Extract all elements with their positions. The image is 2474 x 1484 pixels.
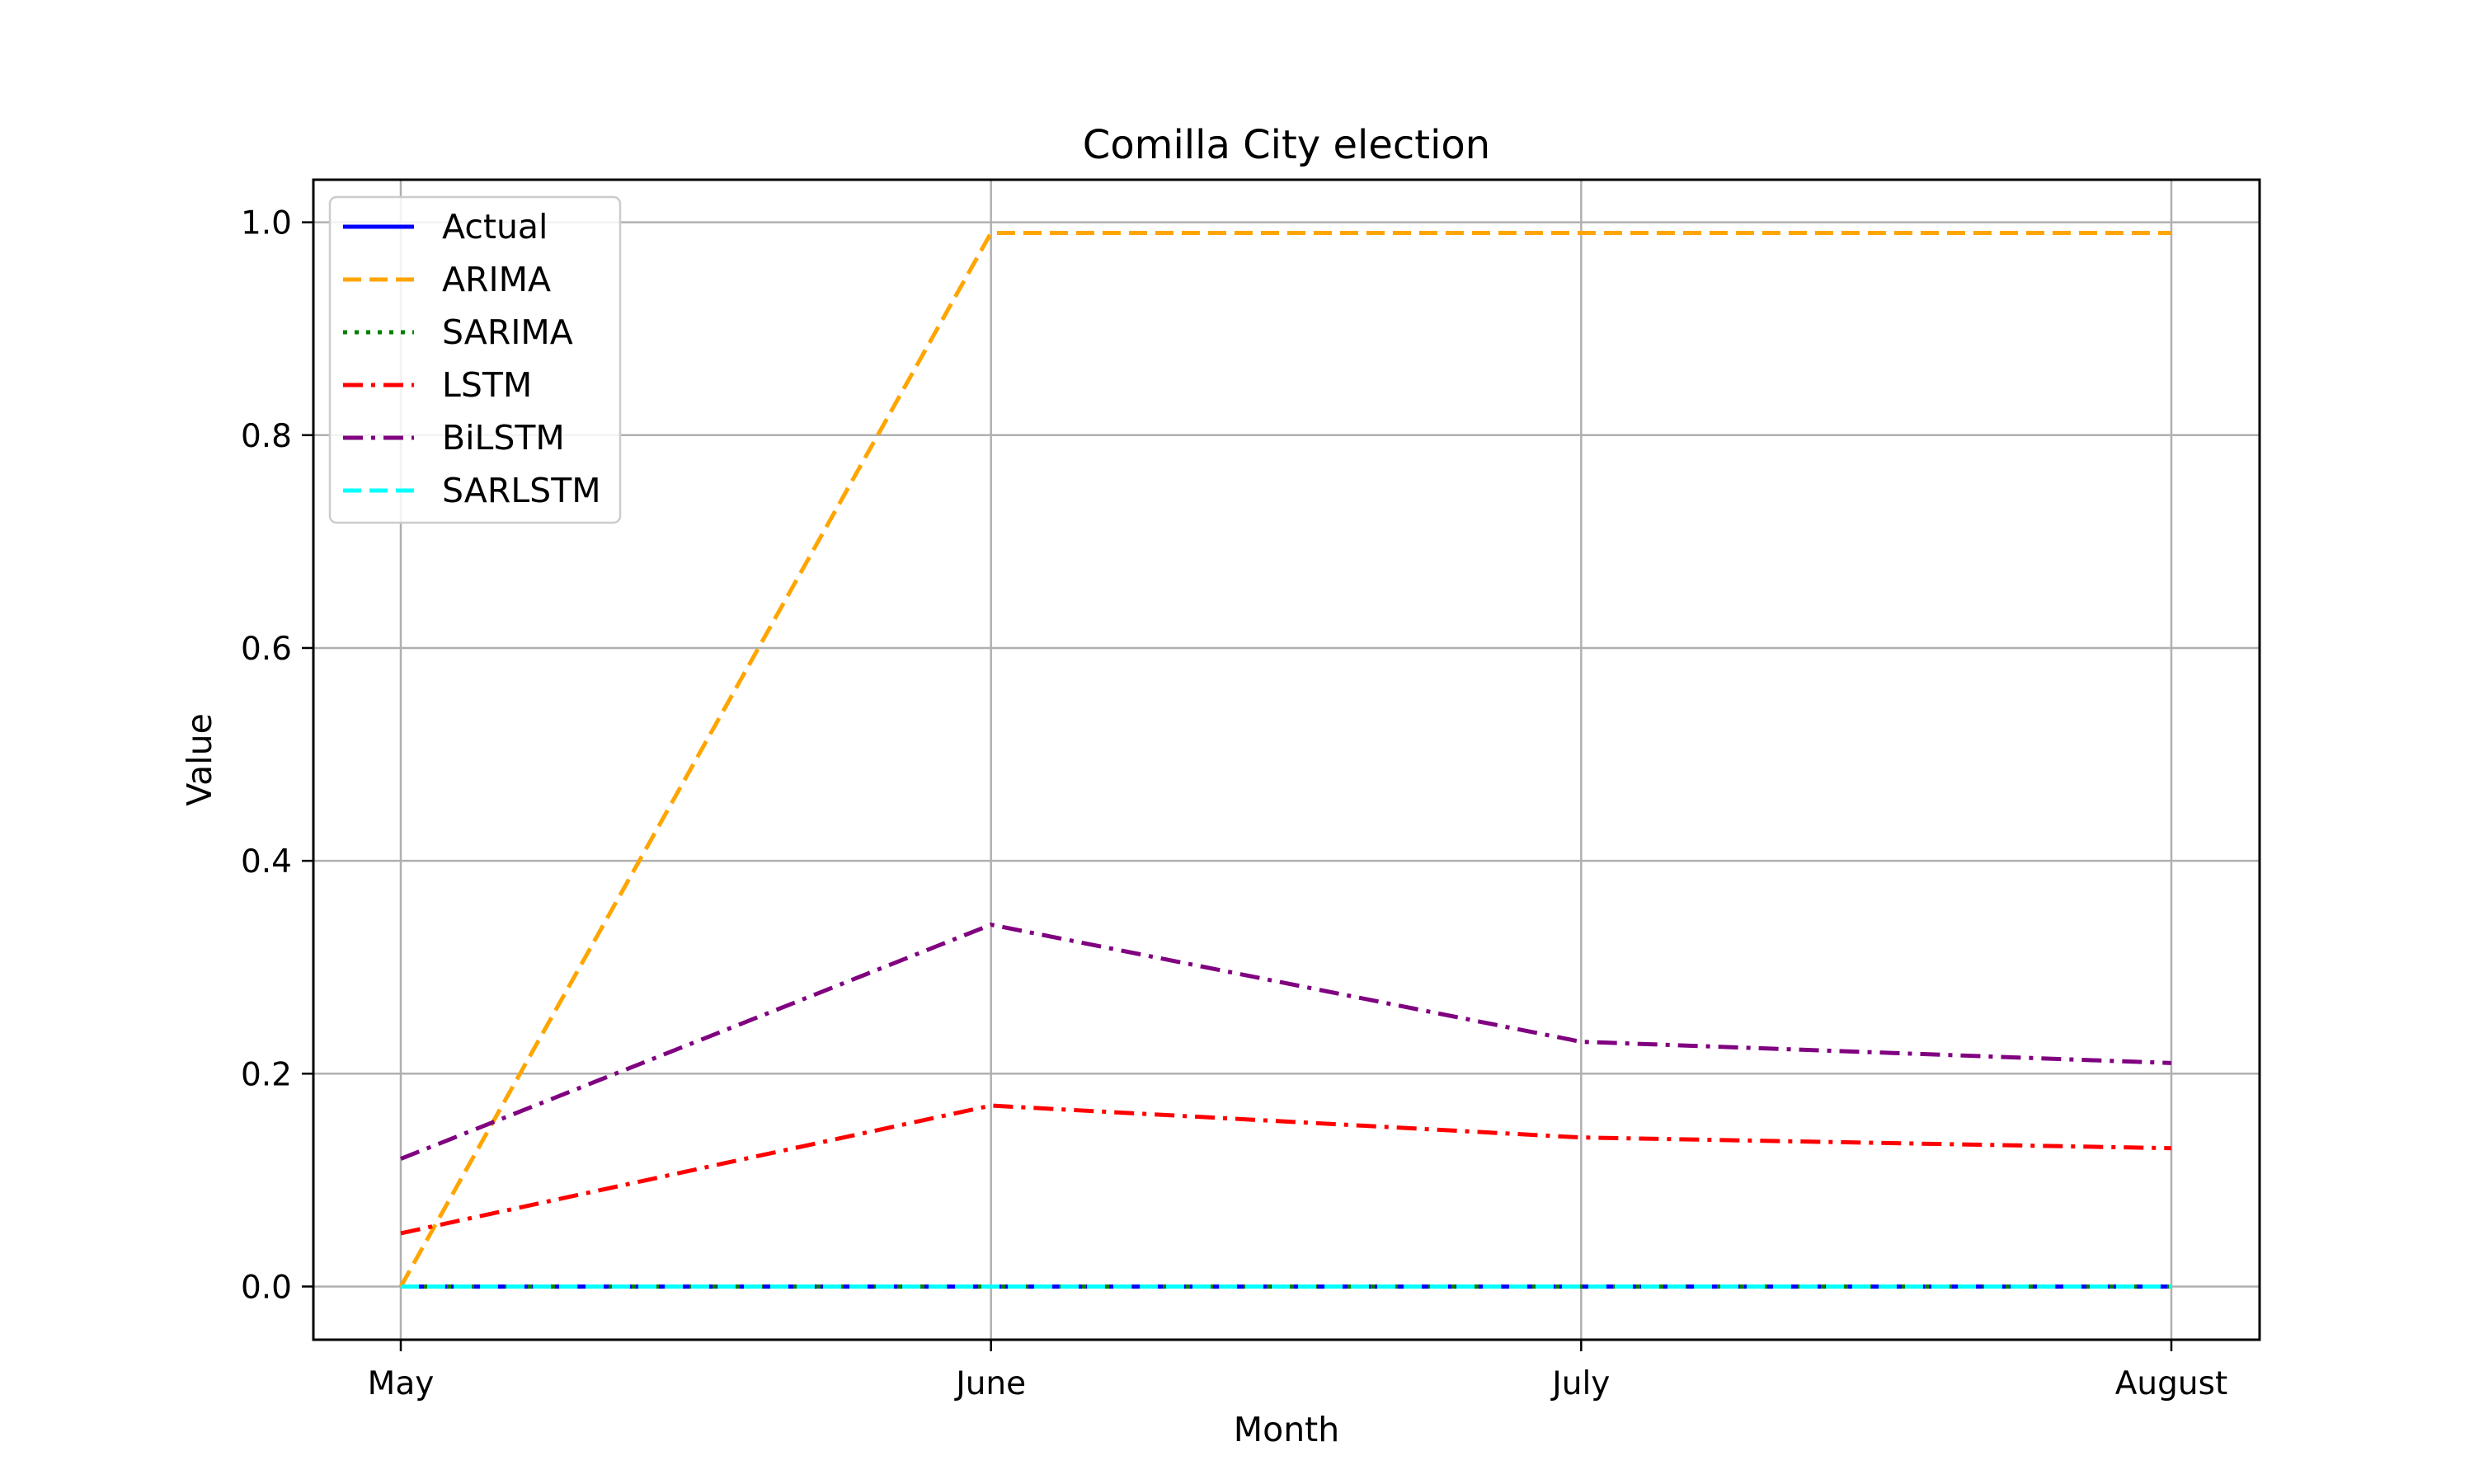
legend-label: BiLSTM [442, 418, 565, 458]
series-lines [398, 231, 2172, 1289]
x-axis-title: Month [1234, 1410, 1340, 1449]
series-line-arima [398, 231, 2171, 1288]
legend-label: ARIMA [442, 260, 551, 299]
legend-label: SARIMA [442, 312, 573, 352]
series-line-bilstm [400, 923, 2172, 1161]
x-tick-label: May [368, 1365, 435, 1402]
grid [313, 180, 2260, 1340]
legend-label: Actual [442, 207, 548, 247]
plot-frame [312, 178, 2261, 1341]
axis-ticks: May June July August 0.0 0.2 0.4 0.6 0.8 1.0 [241, 205, 2227, 1402]
y-tick-label: 1.0 [241, 205, 292, 242]
legend-label: LSTM [442, 365, 532, 405]
series-line-lstm [400, 1103, 2172, 1236]
y-tick-label: 0.4 [241, 843, 292, 881]
y-tick-label: 0.0 [241, 1269, 292, 1306]
x-tick-label: June [953, 1365, 1026, 1402]
x-tick-label: July [1550, 1365, 1610, 1402]
x-tick-label: August [2115, 1365, 2227, 1402]
y-tick-label: 0.8 [241, 418, 292, 455]
legend: Actual ARIMA SARIMA LSTM BiLSTM SARLSTM [328, 195, 622, 524]
y-tick-label: 0.2 [241, 1056, 292, 1093]
legend-label: SARLSTM [442, 471, 601, 510]
y-tick-label: 0.6 [241, 631, 292, 668]
chart-title: Comilla City election [1083, 122, 1490, 168]
y-axis-title: Value [180, 713, 219, 806]
